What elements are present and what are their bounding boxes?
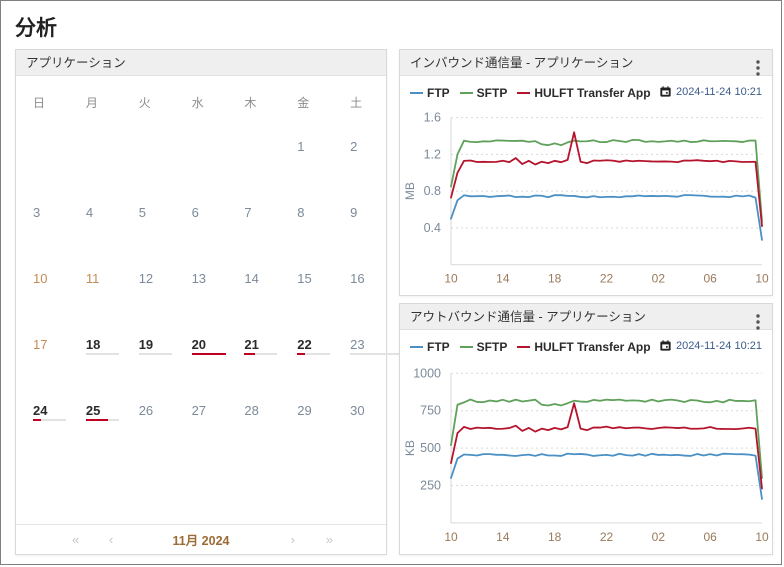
svg-text:1.6: 1.6: [424, 111, 441, 125]
svg-text:02: 02: [652, 272, 666, 286]
svg-text:250: 250: [420, 479, 441, 493]
svg-text:0.4: 0.4: [424, 221, 441, 235]
svg-text:10: 10: [444, 272, 458, 286]
svg-text:14: 14: [496, 530, 510, 544]
svg-text:22: 22: [600, 530, 614, 544]
svg-text:02: 02: [652, 530, 666, 544]
svg-text:06: 06: [703, 272, 717, 286]
svg-text:18: 18: [548, 530, 562, 544]
svg-text:MB: MB: [403, 182, 417, 200]
svg-text:18: 18: [548, 272, 562, 286]
svg-text:14: 14: [496, 272, 510, 286]
svg-text:22: 22: [600, 272, 614, 286]
svg-text:750: 750: [420, 404, 441, 418]
svg-text:10: 10: [444, 530, 458, 544]
svg-text:0.8: 0.8: [424, 184, 441, 198]
svg-text:06: 06: [703, 530, 717, 544]
svg-text:10: 10: [755, 272, 769, 286]
svg-text:1000: 1000: [413, 366, 441, 380]
svg-text:10: 10: [755, 530, 769, 544]
svg-text:500: 500: [420, 441, 441, 455]
svg-text:1.2: 1.2: [424, 147, 441, 161]
svg-text:KB: KB: [403, 440, 417, 456]
